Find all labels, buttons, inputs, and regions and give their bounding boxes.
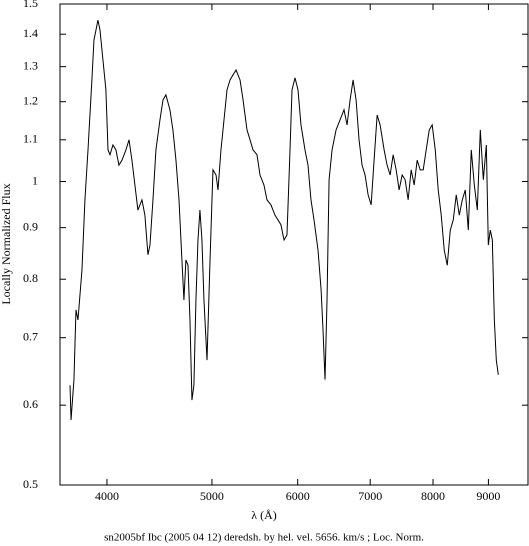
- y-tick-label: 1.3: [23, 58, 38, 72]
- x-tick-label: 8000: [421, 489, 445, 503]
- spectrum-line: [69, 19, 499, 421]
- y-axis-label: Locally Normalized Flux: [0, 183, 13, 304]
- x-tick-label: 6000: [286, 489, 310, 503]
- x-tick-label: 9000: [476, 489, 500, 503]
- y-tick-label: 1.1: [23, 132, 38, 146]
- y-tick-label: 0.7: [23, 329, 38, 343]
- x-tick-label: 7000: [358, 489, 382, 503]
- y-tick-label: 0.8: [23, 271, 38, 285]
- y-tick-label: 1.5: [23, 0, 38, 10]
- y-tick-label: 1.2: [23, 93, 38, 107]
- plot-frame: [59, 3, 529, 486]
- y-tick-label: 0.5: [23, 477, 38, 491]
- x-tick-label: 5000: [200, 489, 224, 503]
- y-tick-label: 0.6: [23, 397, 38, 411]
- caption: sn2005bf Ibc (2005 04 12) deredsh. by he…: [104, 532, 424, 544]
- x-axis-label: λ (Å): [251, 508, 276, 522]
- y-tick-label: 0.9: [23, 219, 38, 233]
- x-tick-label: 4000: [95, 489, 119, 503]
- y-tick-label: 1.4: [23, 26, 38, 40]
- y-tick-label: 1: [32, 173, 38, 187]
